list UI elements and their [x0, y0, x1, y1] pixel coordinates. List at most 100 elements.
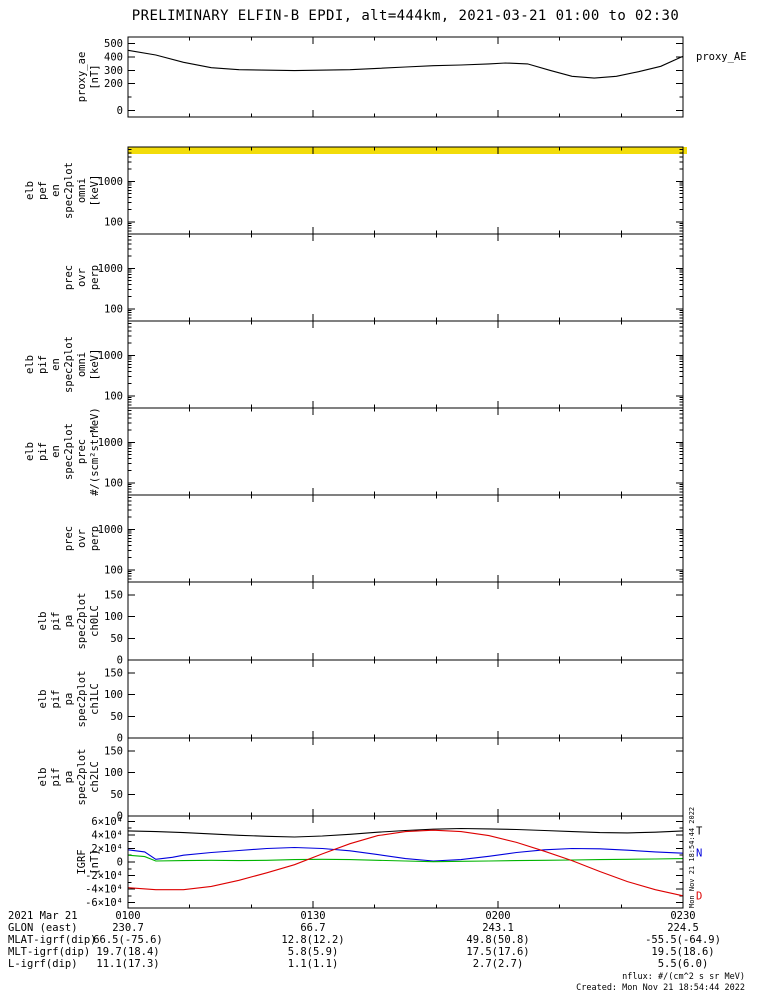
- bottom-row-value: 1.1(1.1): [288, 958, 339, 970]
- bottom-row-value: 5.8(5.9): [288, 946, 339, 958]
- created-timestamp: Created: Mon Nov 21 18:54:44 2022: [576, 983, 745, 993]
- y-axis-label-line: pif: [50, 690, 62, 709]
- bottom-row-value: 49.8(50.8): [466, 934, 529, 946]
- panel-border-elb_pef_en_spec2plot_omni: [127, 146, 684, 235]
- y-tick-label: 200: [104, 78, 123, 90]
- panel-border-pif_prec_ovr_perp: [127, 494, 684, 583]
- y-tick-label: 400: [104, 52, 123, 64]
- y-axis-label-line: spec2plot: [63, 162, 75, 219]
- y-axis-label-line: pif: [50, 768, 62, 787]
- y-tick-label: 100: [104, 216, 123, 228]
- y-axis-label-line: elb: [37, 612, 49, 631]
- spectrogram-band-elb_pef_en_spec2plot_omni: [128, 147, 687, 154]
- y-tick-label: 0: [117, 655, 123, 667]
- y-axis-label-line: perp: [89, 526, 101, 551]
- y-tick-label: 100: [104, 611, 123, 623]
- y-tick-label: 150: [104, 746, 123, 758]
- y-axis-label-line: spec2plot: [76, 593, 88, 650]
- y-tick-label: 2×10⁴: [91, 843, 123, 855]
- bottom-row-value: 0130: [300, 910, 325, 922]
- y-axis-label-line: pif: [37, 442, 49, 461]
- y-axis-label-line: [keV]: [89, 349, 101, 381]
- y-tick-label: 0: [117, 857, 123, 869]
- y-axis-label-line: en: [50, 445, 62, 458]
- panel-border-igrf: [127, 815, 684, 909]
- y-axis-label-line: prec: [76, 439, 88, 464]
- nflux-units-note: nflux: #/(cm^2 s sr MeV): [622, 972, 745, 982]
- series-N: [127, 846, 684, 862]
- y-tick-label: 50: [110, 711, 123, 723]
- y-axis-label-line: elb: [37, 690, 49, 709]
- bottom-row-value: 243.1: [482, 922, 514, 934]
- y-axis-label-line: pif: [37, 355, 49, 374]
- y-tick-label: -6×10⁴: [85, 897, 123, 909]
- y-tick-label: -2×10⁴: [85, 870, 123, 882]
- y-axis-label-line: ovr: [76, 529, 88, 548]
- y-tick-label: 100: [104, 477, 123, 489]
- y-tick-label: 50: [110, 789, 123, 801]
- y-axis-label-line: omni: [76, 352, 88, 377]
- y-tick-label: 300: [104, 65, 123, 77]
- y-axis-label-line: IGRF: [76, 849, 88, 874]
- bottom-row-value: 66.7: [300, 922, 325, 934]
- series-label-T: T: [696, 825, 703, 837]
- bottom-row-label: MLAT-igrf(dip): [8, 934, 97, 946]
- y-tick-label: 0: [117, 105, 123, 117]
- y-tick-label: 150: [104, 590, 123, 602]
- y-tick-label: 6×10⁴: [91, 816, 123, 828]
- bottom-row-value: -55.5(-64.9): [645, 934, 721, 946]
- y-tick-label: 500: [104, 38, 123, 50]
- bottom-row-label: 2021 Mar 21: [8, 910, 78, 922]
- bottom-row-value: 19.7(18.4): [96, 946, 159, 958]
- y-axis-label-line: en: [50, 358, 62, 371]
- y-tick-label: 4×10⁴: [91, 829, 123, 841]
- bottom-row-value: 0200: [485, 910, 510, 922]
- y-axis-label-line: perp: [89, 265, 101, 290]
- y-axis-label-line: ovr: [76, 268, 88, 287]
- y-axis-label-line: [nT]: [89, 849, 101, 874]
- series-proxy_AE: [127, 49, 684, 79]
- series-T: [127, 827, 684, 838]
- y-axis-label-line: spec2plot: [76, 749, 88, 806]
- y-tick-label: 0: [117, 733, 123, 745]
- y-axis-label-line: proxy_ae: [76, 52, 88, 103]
- bottom-row-value: 224.5: [667, 922, 699, 934]
- figure-title: PRELIMINARY ELFIN-B EPDI, alt=444km, 202…: [131, 8, 680, 24]
- bottom-row-label: L-igrf(dip): [8, 958, 78, 970]
- y-axis-label-line: pef: [37, 181, 49, 200]
- y-tick-label: 1000: [98, 263, 123, 275]
- y-tick-label: -4×10⁴: [85, 884, 123, 896]
- y-axis-label-line: ch0LC: [89, 605, 101, 637]
- y-axis-label-line: pa: [63, 771, 75, 784]
- y-axis-label-line: en: [50, 184, 62, 197]
- series-E: [127, 854, 684, 863]
- series-label-proxy_AE: proxy_AE: [696, 51, 747, 63]
- series-D: [127, 829, 684, 897]
- bottom-row-value: 0230: [670, 910, 695, 922]
- y-axis-label-line: elb: [24, 442, 36, 461]
- bottom-row-value: 11.1(17.3): [96, 958, 159, 970]
- panel-border-elb_pif_en_spec2plot_prec: [127, 407, 684, 496]
- bottom-row-value: 19.5(18.6): [651, 946, 714, 958]
- y-axis-label-line: ch2LC: [89, 761, 101, 793]
- bottom-row-value: 230.7: [112, 922, 144, 934]
- y-axis-label-line: spec2plot: [63, 423, 75, 480]
- y-axis-label-line: omni: [76, 178, 88, 203]
- y-tick-label: 100: [104, 564, 123, 576]
- y-axis-label-line: [keV]: [89, 175, 101, 207]
- side-created-timestamp: Mon Nov 21 18:54:44 2022: [688, 806, 696, 908]
- series-label-D: D: [696, 890, 702, 902]
- y-tick-label: 1000: [98, 350, 123, 362]
- y-axis-label-line: prec: [63, 265, 75, 290]
- panel-border-pef_prec_ovr_perp: [127, 233, 684, 322]
- y-tick-label: 1000: [98, 437, 123, 449]
- y-axis-label-line: pa: [63, 693, 75, 706]
- y-tick-label: 1000: [98, 176, 123, 188]
- y-tick-label: 100: [104, 689, 123, 701]
- y-tick-label: 0: [117, 811, 123, 823]
- y-tick-label: 100: [104, 303, 123, 315]
- bottom-row-value: 66.5(-75.6): [93, 934, 163, 946]
- y-axis-label-line: elb: [24, 355, 36, 374]
